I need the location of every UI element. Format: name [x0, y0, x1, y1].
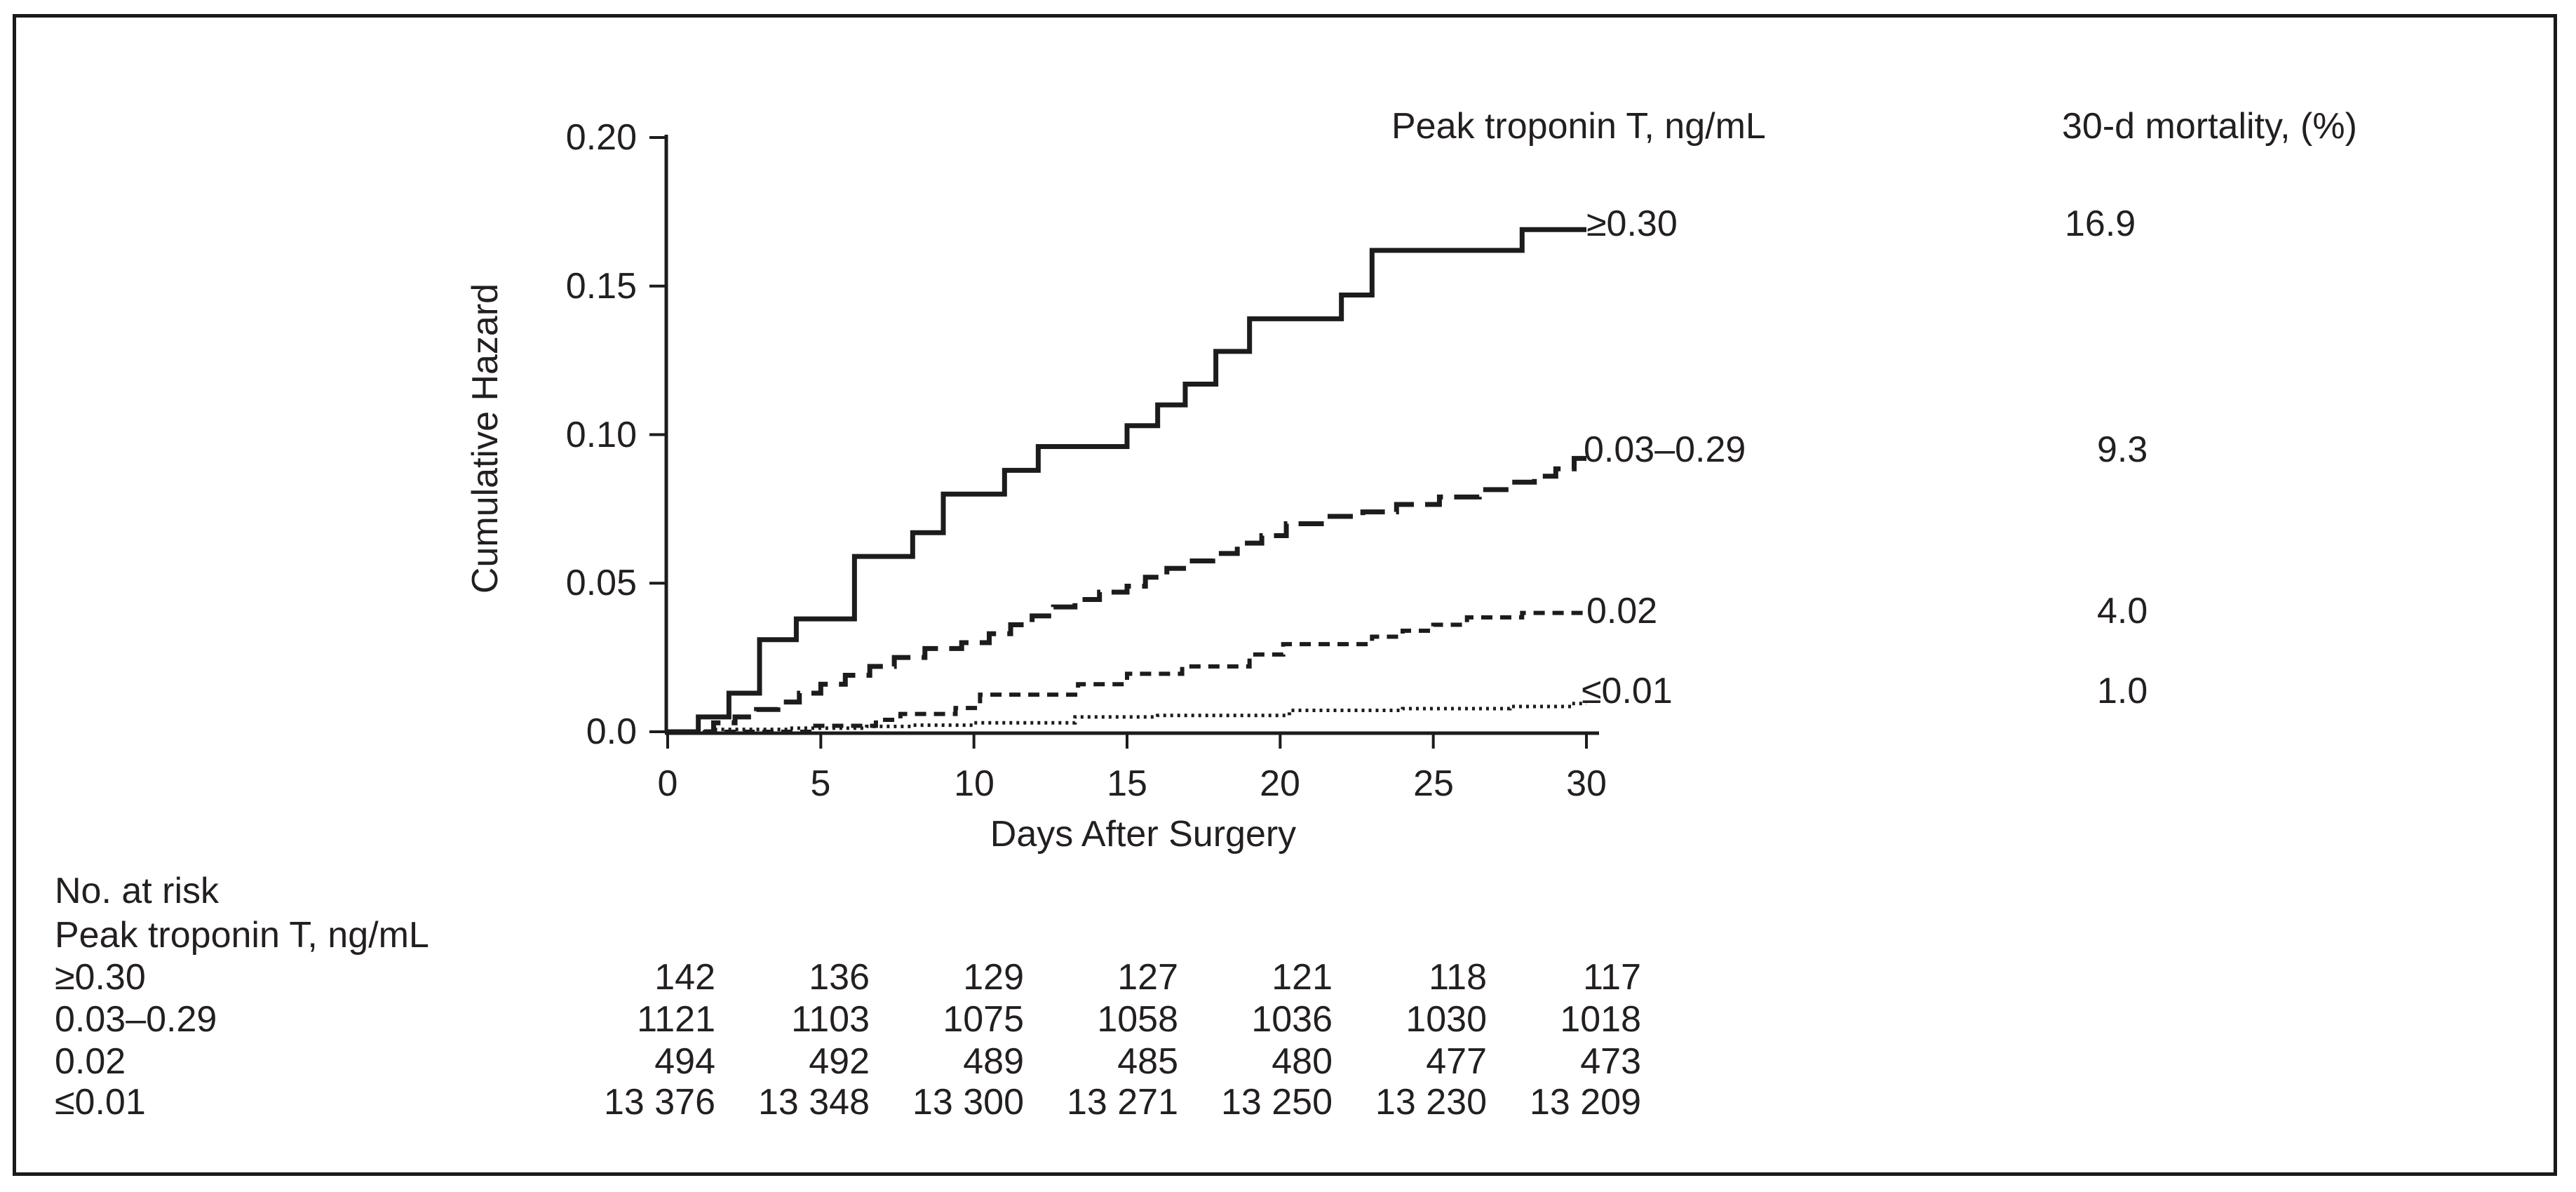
- y-tick-label: 0.10: [565, 415, 637, 455]
- hazard-curve-long-dash: [668, 455, 1586, 735]
- risk-count: 136: [809, 957, 870, 998]
- risk-count: 485: [1117, 1041, 1178, 1082]
- risk-count: 13 348: [757, 1082, 870, 1123]
- figure-border: [13, 14, 2557, 1176]
- risk-count: 129: [963, 957, 1024, 998]
- curve-label-ge030: ≥0.30: [1586, 203, 1678, 244]
- legend-header-troponin: Peak troponin T, ng/mL: [1391, 106, 1766, 147]
- x-tick-label: 20: [1260, 763, 1300, 804]
- y-axis-title: Cumulative Hazard: [465, 283, 506, 594]
- risk-table-title: No. at risk: [55, 871, 220, 911]
- curve-label-le001: ≤0.01: [1582, 671, 1673, 711]
- risk-count: 13 271: [1066, 1082, 1178, 1123]
- risk-count: 121: [1272, 957, 1333, 998]
- hazard-curve-solid: [668, 227, 1586, 735]
- risk-table-subtitle: Peak troponin T, ng/mL: [55, 915, 429, 956]
- risk-count: 489: [963, 1041, 1024, 1082]
- risk-count: 480: [1272, 1041, 1333, 1082]
- axes: [664, 135, 1599, 735]
- curve-label-002: 0.02: [1586, 591, 1658, 631]
- risk-count: 13 209: [1529, 1082, 1641, 1123]
- risk-count: 117: [1583, 957, 1641, 998]
- x-tick-label: 0: [657, 763, 678, 804]
- risk-count: 142: [654, 957, 715, 998]
- risk-row-label: ≤0.01: [55, 1082, 146, 1123]
- y-tick-label: 0.15: [565, 266, 637, 307]
- x-tick-label: 5: [810, 763, 831, 804]
- hazard-curve-dash: [668, 610, 1586, 734]
- x-tick-label: 10: [954, 763, 994, 804]
- risk-count: 13 300: [912, 1082, 1024, 1123]
- risk-count: 1058: [1097, 999, 1178, 1040]
- risk-count: 13 230: [1375, 1082, 1487, 1123]
- risk-row-label: 0.02: [55, 1041, 126, 1082]
- y-tick-label: 0.0: [586, 711, 637, 752]
- y-tick-label: 0.05: [565, 563, 637, 603]
- risk-count: 1075: [943, 999, 1024, 1040]
- x-tick-label: 15: [1107, 763, 1147, 804]
- risk-count: 13 376: [603, 1082, 715, 1123]
- risk-count: 1030: [1405, 999, 1487, 1040]
- risk-row-label: 0.03–0.29: [55, 999, 217, 1040]
- x-tick-label: 30: [1566, 763, 1607, 804]
- risk-count: 1103: [791, 999, 870, 1040]
- risk-count: 118: [1429, 957, 1487, 998]
- y-tick-label: 0.20: [565, 117, 637, 158]
- mortality-value-le001: 1.0: [2097, 671, 2148, 711]
- legend-header-mortality: 30-d mortality, (%): [2062, 106, 2357, 147]
- hazard-curve-dotted: [668, 702, 1586, 734]
- risk-count: 1121: [637, 999, 715, 1040]
- risk-count: 13 250: [1220, 1082, 1333, 1123]
- risk-count: 1018: [1560, 999, 1641, 1040]
- risk-count: 492: [809, 1041, 870, 1082]
- risk-count: 494: [654, 1041, 715, 1082]
- risk-row-label: ≥0.30: [55, 957, 146, 998]
- mortality-value-ge030: 16.9: [2065, 203, 2136, 244]
- x-tick-label: 25: [1413, 763, 1454, 804]
- mortality-value-002: 4.0: [2097, 591, 2148, 631]
- mortality-value-003-029: 9.3: [2097, 429, 2148, 470]
- x-axis-title: Days After Surgery: [990, 814, 1297, 855]
- curve-label-003-029: 0.03–0.29: [1584, 429, 1746, 470]
- risk-count: 473: [1580, 1041, 1641, 1082]
- risk-count: 477: [1426, 1041, 1487, 1082]
- risk-count: 127: [1117, 957, 1178, 998]
- risk-count: 1036: [1251, 999, 1333, 1040]
